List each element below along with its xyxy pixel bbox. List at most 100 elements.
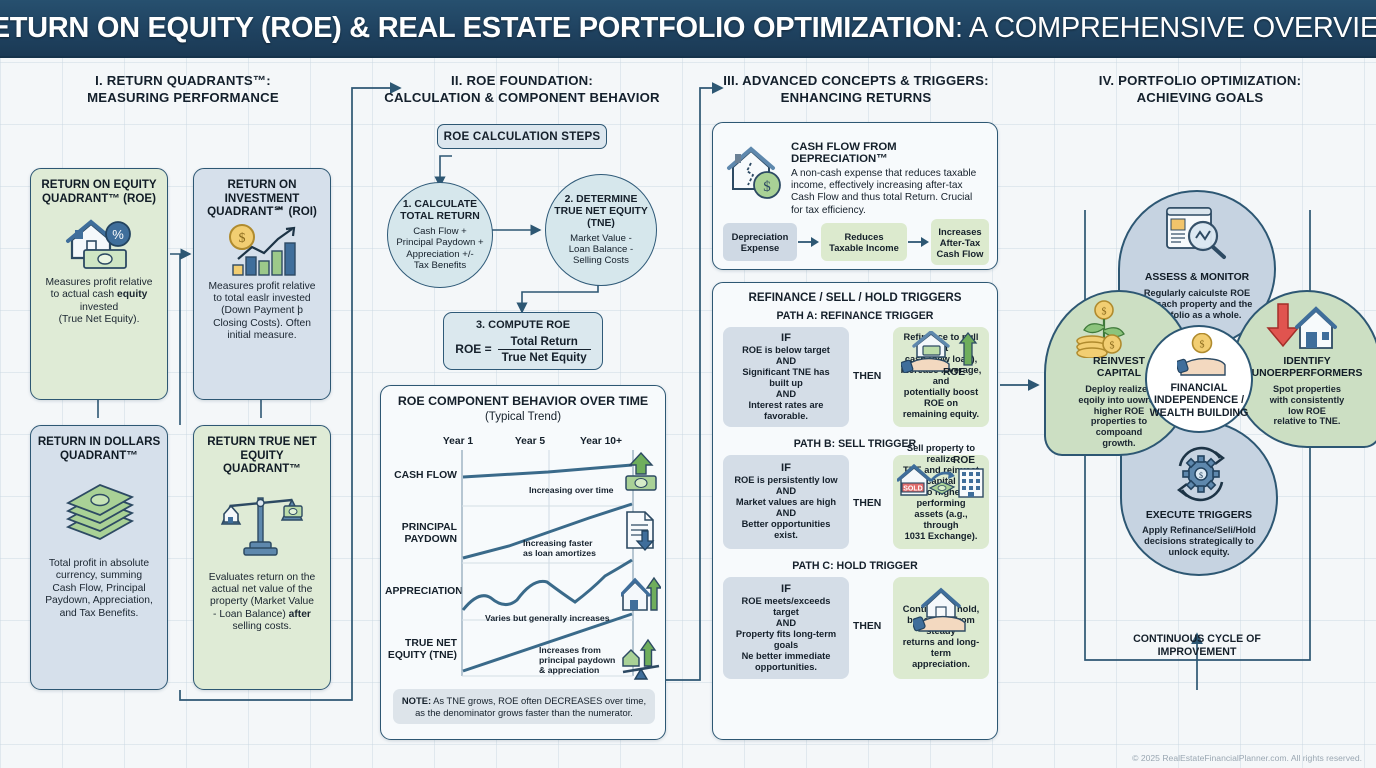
quadrant-roe-title: RETURN ON EQUITY QUADRANT™ (ROE) [31,169,167,205]
path-b-if-l4: AND [775,508,797,518]
triggers-card: REFINANCE / SELL / HOLD TRIGGERS PATH A:… [712,282,998,740]
step2-sub-line2: Loan Balance - [568,243,634,255]
quadrant-card-roe[interactable]: RETURN ON EQUITY QUADRANT™ (ROE) % Measu… [30,168,168,400]
quadrant-card-dollars[interactable]: RETURN IN DOLLARS QUADRANT™ Total profit… [30,425,168,690]
step-determine-true-net-equity[interactable]: 2. DETERMINE TRUE NET EQUITY (TNE) Marke… [545,174,657,286]
cycle-assess-desc-l3: portfolio as a whole. [1152,309,1242,320]
quadrant-card-roi[interactable]: RETURN ON INVESTMENT QUADRANT℠ (ROI) $ M… [193,168,331,400]
chip-arrow-2-icon [908,237,929,247]
roe-calculation-steps-pill[interactable]: ROE CALCULATION STEPS [437,124,607,149]
path-c-then-box[interactable]: Continue to hold, benefiting from steady… [893,577,989,679]
chart-annotation-cash-flow: Increasing over time [529,485,614,495]
step1-sub-line4: Tax Benefits [413,259,467,271]
path-b-if-l3: Market values are high [735,497,837,507]
step2-sub: Market Value - Loan Balance - Selling Co… [569,233,634,267]
section-heading-one: I. RETURN QUADRANTS™: MEASURING PERFORMA… [18,72,348,106]
quadrant-dollars-body-line1: Total profit in absolute [48,558,150,569]
quadrant-dollars-title-line2: QUADRANT™ [60,448,138,462]
quadrant-roi-body-line4: Closing Costs). Often [213,317,311,329]
house-up-arrow-icon [619,574,663,619]
path-c-if-l4: Property fits long-term [735,628,837,639]
path-b-then-box[interactable]: SOLD ROE Sell property to realize TNE [893,443,989,549]
section-heading-four: IV. PORTFOLIO OPTIMIZATION: ACHIEVING GO… [1040,72,1360,106]
step-calculate-total-return[interactable]: 1. CALCULATE TOTAL RETURN Cash Flow + Pr… [387,182,493,288]
quadrant-tne-body-line3: property (Market Value [210,596,314,608]
path-a-if-l5: AND [775,388,797,399]
svg-text:$: $ [1199,471,1203,480]
chart-note-line1: As TNE grows, ROE often DECREASES over t… [431,695,647,706]
chip-inc-line2: After-Tax [939,236,981,248]
chip-arrow-1-icon [798,237,819,247]
section-one-line1: I. RETURN QUADRANTS™: [95,73,271,88]
house-percent-money-icon: % [31,205,167,277]
path-a-then-box[interactable]: ROE Refinance to pull out cash (oew loan… [893,327,989,427]
quadrant-tne-body-line5: selling costs. [232,621,292,633]
step-compute-roe[interactable]: 3. COMPUTE ROE ROE = Total Return True N… [443,312,603,370]
cycle-hub-label-l2: INDEPENDENCE / [1153,394,1245,407]
path-b-label: PATH B: SELL TRIGGER [793,438,917,450]
quadrant-roe-body-line2: to actual cash [50,289,118,301]
path-c-if-lines: ROE meets/exceeds target AND Property fi… [736,596,836,673]
quadrant-roi-body: Measures profit relative to total easlr … [194,281,330,343]
triggers-title: REFINANCE / SELL / HOLD TRIGGERS [748,291,962,304]
svg-text:$: $ [763,179,771,195]
svg-text:SOLD: SOLD [903,486,922,493]
cycle-hub-label-l1: FINANCIAL [1170,381,1228,394]
cycle-identify-label: IDENTIFY UNOERPERFORMERS [1232,356,1376,380]
cycle-reinvest-label-l2: CAPITAL [1096,368,1142,379]
path-a-roe-badge: ROE [943,367,966,378]
scale-balance-icon [194,476,330,572]
cracked-house-dollar-icon: $ [723,141,785,208]
cycle-assess-label: ASSESS & MONITOR [1144,272,1250,283]
section-three-line2: ENHANCING RETURNS [780,90,932,105]
cycle-execute-desc: Apply Refinance/Seli/Hold decisions stra… [1120,525,1278,557]
roe-formula-fraction: Total Return True Net Equity [497,335,591,364]
section-heading-two: II. ROE FOUNDATION: CALCULATION & COMPON… [372,72,672,106]
step1-heading-line1: 1. CALCULATE [402,198,478,210]
svg-text:$: $ [239,231,246,246]
cycle-petal-identify-underperformers[interactable]: IDENTIFY UNOERPERFORMERS Spot properties… [1232,290,1376,448]
quadrant-roi-title-line1: RETURN ON [227,178,297,191]
quadrant-tne-body-line4: - Loan Balance) [213,608,289,620]
quadrant-card-tne[interactable]: RETURN TRUE NET EQUITY QUADRANT™ Evaluat… [193,425,331,690]
chart-xtick-year10: Year 10+ [579,436,623,447]
quadrant-tne-title-line1: RETURN TRUE NET [207,435,317,448]
path-a-label: PATH A: REFINANCE TRIGGER [776,310,934,322]
red-down-arrow-house-icon [1264,302,1338,357]
path-c-if-l1: ROE meets/exceeds [741,595,831,606]
path-a-if-head: IF [781,331,791,344]
path-a-if-box[interactable]: IF ROE is below target AND Significant T… [723,327,849,427]
step2-sub-line1: Market Value - [570,232,632,244]
section-two-line2: CALCULATION & COMPONENT BEHAVIOR [384,90,660,105]
cycle-reinvest-desc-l1: Deploy realized [1085,384,1153,394]
continuous-cycle-line1: CONTINUOUS CYCLE OF [1133,633,1261,645]
path-a-if-l1: ROE is below target [742,344,830,355]
quadrant-roe-body-line3: invested [79,301,119,313]
chart-series-label-cash-flow: CASH FLOW [394,470,457,481]
step2-sub-line3: Selling Costs [572,255,629,267]
path-b-if-box[interactable]: IF ROE is persistently low AND Market va… [723,455,849,549]
quadrant-roe-title-line1: RETURN ON EQUITY [41,178,157,191]
depreciation-body: A non-cash expense that reduces taxable … [791,168,991,217]
section-three-line1: III. ADVANCED CONCEPTS & TRIGGERS: [723,73,989,88]
chip-inc-line1: Increases [938,225,982,237]
cycle-hub[interactable]: $ FINANCIAL INDEPENDENCE / WEALTH BUILDI… [1145,325,1253,433]
cycle-execute-desc-l1: Apply Refinance/Seli/Hold [1142,525,1256,535]
depreciation-body-line2: income, effectively increasing after-tax [791,180,963,192]
cycle-identify-desc-l2: with consistently [1269,394,1345,405]
document-down-arrow-icon [624,510,658,557]
chart-series-label-tne: TRUE NET EQUITY (TNE) [387,638,457,661]
depreciation-card: $ CASH FLOW FROM DEPRECIATION™ A non-cas… [712,122,998,270]
cycle-identify-desc-l4: relative to TNE. [1273,416,1341,427]
path-a-if-l6: Interest rates are [748,399,824,410]
quadrant-roe-body-line1: Measures profit relative [45,277,153,288]
quadrant-roi-title: RETURN ON INVESTMENT QUADRANT℠ (ROI) [194,169,330,219]
path-c-then-l3: returns and long-term [902,637,980,658]
path-b-then-l1: Sell property to realize [906,443,976,464]
chart-note-line2: as the denominator grows faster than the… [415,706,633,718]
path-c-if-box[interactable]: IF ROE meets/exceeds target AND Property… [723,577,849,679]
step1-sub-line3: Appreciation +/- [406,248,474,260]
path-b-then-l5: 1031 Exchange). [904,531,978,541]
path-a-if-l4: built up [769,377,803,388]
cycle-reinvest-desc-l2: eqoily into uowrer, [1078,394,1160,405]
